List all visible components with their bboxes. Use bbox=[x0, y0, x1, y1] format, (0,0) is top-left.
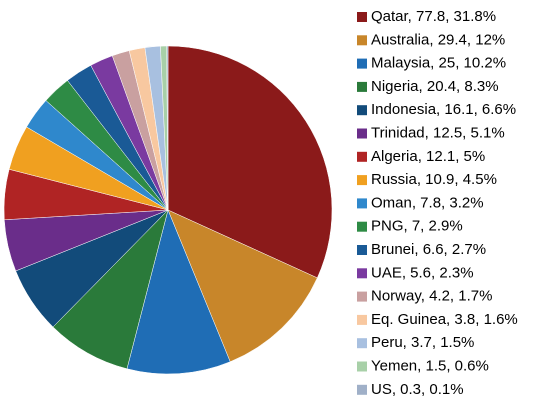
legend-swatch bbox=[357, 81, 367, 92]
legend-label: Oman, 7.8, 3.2% bbox=[371, 194, 484, 211]
legend-swatch bbox=[357, 105, 367, 116]
legend-label: Trinidad, 12.5, 5.1% bbox=[371, 124, 505, 141]
pie-slice bbox=[52, 209, 169, 370]
legend-label: Norway, 4.2, 1.7% bbox=[371, 288, 492, 305]
legend-label: Algeria, 12.1, 5% bbox=[371, 148, 485, 165]
legend-swatch bbox=[357, 291, 367, 302]
legend-swatch bbox=[357, 151, 367, 162]
pie-slice bbox=[166, 45, 169, 211]
legend-swatch bbox=[357, 221, 367, 232]
pie-slice bbox=[167, 209, 318, 363]
legend-swatch bbox=[357, 338, 367, 349]
legend-label: Eq. Guinea, 3.8, 1.6% bbox=[371, 311, 518, 328]
legend-swatch bbox=[357, 314, 367, 325]
legend-swatch bbox=[357, 128, 367, 139]
legend-label: Yemen, 1.5, 0.6% bbox=[371, 357, 489, 374]
legend-label: Brunei, 6.6, 2.7% bbox=[371, 241, 486, 258]
legend-swatch bbox=[357, 12, 367, 22]
legend-label: Peru, 3.7, 1.5% bbox=[371, 334, 474, 351]
pie-slice bbox=[126, 209, 231, 375]
legend-swatch bbox=[357, 361, 367, 372]
pie-slice bbox=[167, 45, 333, 279]
legend-label: Indonesia, 16.1, 6.6% bbox=[371, 101, 516, 118]
legend-swatch bbox=[357, 175, 367, 186]
legend-label: US, 0.3, 0.1% bbox=[371, 381, 464, 398]
legend-label: Nigeria, 20.4, 8.3% bbox=[371, 78, 499, 95]
legend-label: Australia, 29.4, 12% bbox=[371, 31, 505, 48]
legend-label: Russia, 10.9, 4.5% bbox=[371, 171, 497, 188]
legend-swatch bbox=[357, 245, 367, 255]
legend-label: PNG, 7, 2.9% bbox=[371, 218, 463, 235]
legend-swatch bbox=[357, 268, 367, 279]
legend-label: UAE, 5.6, 2.3% bbox=[371, 264, 474, 281]
legend-swatch bbox=[357, 35, 367, 46]
legend-swatch bbox=[357, 198, 367, 209]
legend-label: Malaysia, 25, 10.2% bbox=[371, 55, 506, 72]
legend-label: Qatar, 77.8, 31.8% bbox=[371, 8, 496, 25]
legend-swatch bbox=[357, 384, 367, 395]
legend-swatch bbox=[357, 58, 367, 69]
